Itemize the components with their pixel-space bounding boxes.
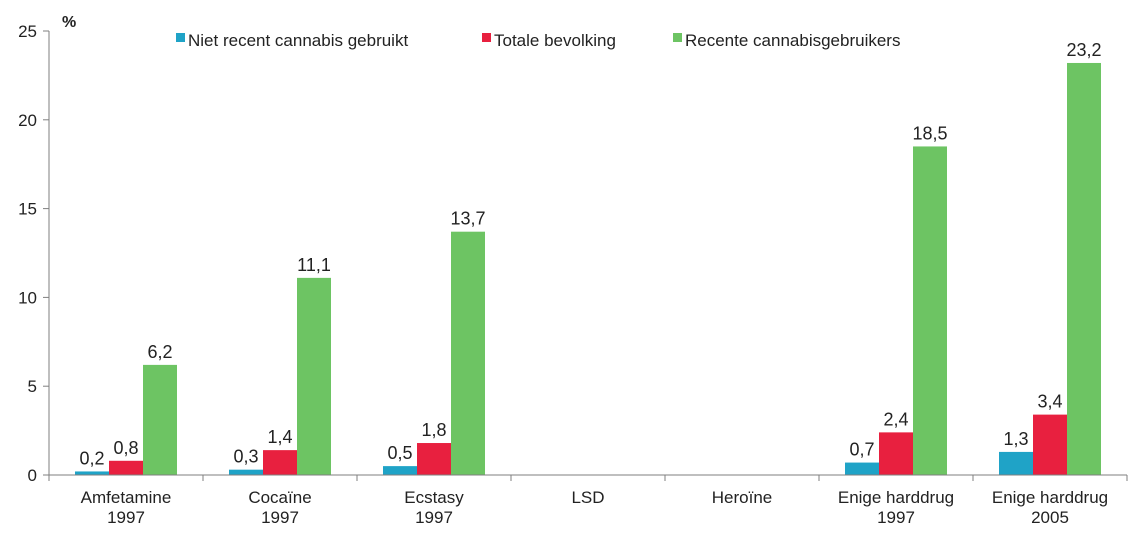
bar — [383, 466, 417, 475]
x-tick-label-line: Cocaïne — [248, 488, 311, 507]
x-tick-label: Enige harddrug 1997 — [838, 488, 954, 527]
legend-swatch — [673, 33, 682, 42]
y-axis-unit: % — [62, 14, 76, 31]
bar — [1067, 62, 1101, 476]
x-tick-label-line: 2005 — [1031, 508, 1069, 527]
x-tick-label-line: Enige harddrug — [838, 488, 954, 507]
y-tick-label: 25 — [18, 22, 37, 41]
bar — [417, 443, 451, 475]
data-label: 1,4 — [267, 427, 292, 447]
y-tick-label: 15 — [18, 200, 37, 219]
x-tick-label: Cocaïne 1997 — [248, 488, 311, 527]
data-label: 1,8 — [421, 420, 446, 440]
legend-swatch — [176, 33, 185, 42]
data-label: 0,3 — [233, 447, 258, 467]
x-tick-label: Enige harddrug 2005 — [992, 488, 1108, 527]
data-label: 2,4 — [883, 409, 908, 429]
legend-label: Niet recent cannabis gebruikt — [188, 31, 408, 50]
legend: Niet recent cannabis gebruikt Totale bevo… — [176, 31, 900, 50]
bar — [845, 462, 879, 475]
data-label: 0,5 — [387, 443, 412, 463]
data-label: 11,1 — [297, 255, 331, 275]
bar — [297, 277, 331, 475]
y-tick-label: 10 — [18, 288, 37, 307]
y-tick-label: 5 — [28, 377, 37, 396]
data-label: 0,2 — [79, 448, 104, 468]
bar — [451, 231, 485, 475]
x-tick-label-line: Ecstasy — [404, 488, 464, 507]
x-tick-label-line: Enige harddrug — [992, 488, 1108, 507]
data-label: 0,7 — [849, 440, 874, 460]
data-label: 3,4 — [1037, 392, 1062, 412]
x-tick-label-line: 1997 — [261, 508, 299, 527]
data-labels: 0,2 0,3 0,5 0,7 1,3 0,8 1,4 1,8 2,4 3,4 6,2 11,1 13,… — [79, 40, 1101, 468]
y-axis: 0 5 10 15 20 25 — [18, 22, 50, 485]
bar — [143, 364, 177, 475]
data-label: 1,3 — [1003, 429, 1028, 449]
bar — [1033, 414, 1067, 475]
data-label: 6,2 — [147, 342, 172, 362]
data-label: 0,8 — [113, 438, 138, 458]
bar — [229, 469, 263, 475]
legend-label: Totale bevolking — [494, 31, 616, 50]
bar — [879, 432, 913, 475]
bars — [75, 62, 1101, 476]
x-tick-label-line: 1997 — [415, 508, 453, 527]
x-tick-label: LSD — [571, 488, 604, 507]
x-tick-label: Heroïne — [712, 488, 772, 507]
x-tick-label-line: Amfetamine — [81, 488, 172, 507]
data-label: 23,2 — [1066, 40, 1101, 60]
bar — [109, 460, 143, 475]
x-tick-label-line: Heroïne — [712, 488, 772, 507]
x-tick-label: Amfetamine 1997 — [81, 488, 172, 527]
y-tick-label: 20 — [18, 111, 37, 130]
legend-label: Recente cannabisgebruikers — [685, 31, 900, 50]
y-tick-label: 0 — [28, 466, 37, 485]
x-tick-label-line: 1997 — [107, 508, 145, 527]
x-tick-label-line: 1997 — [877, 508, 915, 527]
bar — [75, 471, 109, 475]
legend-swatch — [482, 33, 491, 42]
bar — [999, 451, 1033, 475]
x-tick-label: Ecstasy 1997 — [404, 488, 464, 527]
data-label: 13,7 — [450, 209, 485, 229]
bar — [913, 146, 947, 475]
x-tick-label-line: LSD — [571, 488, 604, 507]
bar — [263, 450, 297, 475]
data-label: 18,5 — [912, 123, 947, 143]
